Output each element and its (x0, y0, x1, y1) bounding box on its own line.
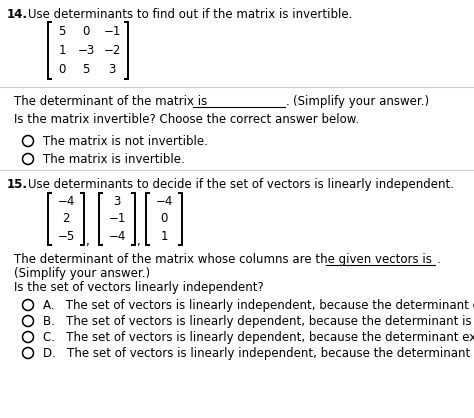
Text: Use determinants to decide if the set of vectors is linearly independent.: Use determinants to decide if the set of… (28, 178, 454, 191)
Text: 3: 3 (113, 195, 121, 208)
Text: −2: −2 (103, 44, 121, 57)
Text: −4: −4 (155, 195, 173, 208)
Text: 1: 1 (160, 230, 168, 243)
Text: The matrix is not invertible.: The matrix is not invertible. (43, 135, 208, 148)
Text: A.   The set of vectors is linearly independent, because the determinant exists.: A. The set of vectors is linearly indepe… (43, 299, 474, 312)
Text: D.   The set of vectors is linearly independent, because the determinant is not : D. The set of vectors is linearly indepe… (43, 347, 474, 360)
Text: The determinant of the matrix whose columns are the given vectors is: The determinant of the matrix whose colu… (14, 253, 432, 266)
Text: .: . (286, 95, 290, 108)
Text: 14.: 14. (7, 8, 28, 21)
Text: 0: 0 (82, 25, 90, 38)
Text: B.   The set of vectors is linearly dependent, because the determinant is not ze: B. The set of vectors is linearly depend… (43, 315, 474, 328)
Text: 0: 0 (160, 212, 168, 225)
Text: 15.: 15. (7, 178, 28, 191)
Text: C.   The set of vectors is linearly dependent, because the determinant exists.: C. The set of vectors is linearly depend… (43, 331, 474, 344)
Text: Is the matrix invertible? Choose the correct answer below.: Is the matrix invertible? Choose the cor… (14, 113, 359, 126)
Text: −4: −4 (109, 230, 126, 243)
Text: −1: −1 (109, 212, 126, 225)
Text: Use determinants to find out if the matrix is invertible.: Use determinants to find out if the matr… (28, 8, 352, 21)
Text: The determinant of the matrix is: The determinant of the matrix is (14, 95, 207, 108)
Text: 5: 5 (82, 63, 90, 76)
Text: 0: 0 (58, 63, 66, 76)
Text: −4: −4 (57, 195, 75, 208)
Text: 2: 2 (62, 212, 70, 225)
Text: −5: −5 (57, 230, 74, 243)
Text: Is the set of vectors linearly independent?: Is the set of vectors linearly independe… (14, 281, 264, 294)
Text: 3: 3 (109, 63, 116, 76)
Text: (Simplify your answer.): (Simplify your answer.) (14, 267, 150, 280)
Text: −3: −3 (77, 44, 95, 57)
Text: (Simplify your answer.): (Simplify your answer.) (293, 95, 429, 108)
Text: −1: −1 (103, 25, 121, 38)
Text: ,: , (85, 234, 89, 247)
Text: ,: , (136, 234, 140, 247)
Text: 1: 1 (58, 44, 66, 57)
Text: .: . (437, 253, 441, 266)
Text: The matrix is invertible.: The matrix is invertible. (43, 153, 185, 166)
Text: 5: 5 (58, 25, 66, 38)
